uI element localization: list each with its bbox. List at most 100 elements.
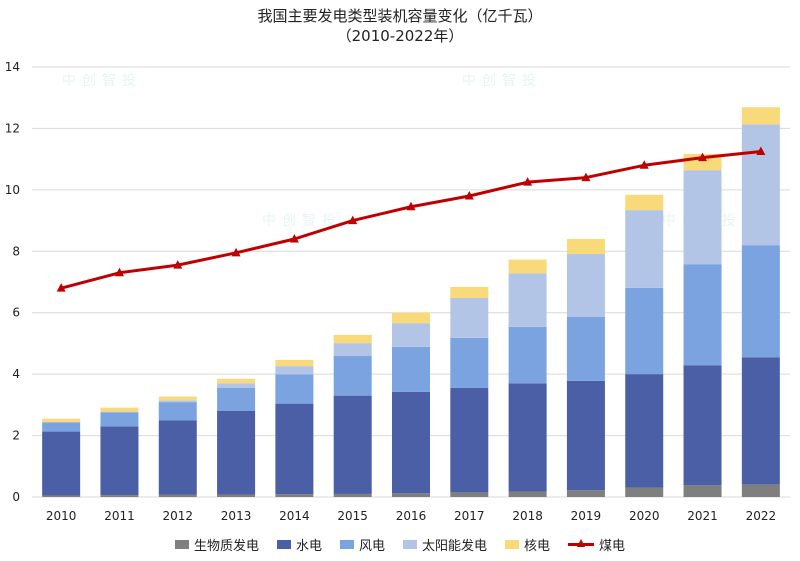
- bar-segment: [275, 403, 314, 495]
- bar-segment: [333, 334, 372, 344]
- bar-segment: [683, 264, 722, 366]
- legend-label-nuclear: 核电: [524, 538, 551, 554]
- x-tick-label: 2021: [687, 509, 718, 523]
- legend-item-hydro: 水电: [276, 535, 322, 554]
- bar-segment: [566, 239, 605, 255]
- bar-segment: [683, 485, 722, 497]
- watermark: 中创智投: [62, 73, 142, 89]
- legend-swatch-wind: [339, 539, 354, 549]
- legend-label-solar: 太阳能发电: [422, 538, 488, 554]
- coal-point-marker: [56, 283, 66, 292]
- x-tick-label: 2016: [396, 509, 427, 523]
- bar-segment: [508, 273, 547, 327]
- x-tick-label: 2010: [46, 509, 77, 523]
- chart-title: 我国主要发电类型装机容量变化（亿千瓦）: [257, 7, 543, 25]
- x-tick-label: 2014: [279, 509, 310, 523]
- legend-label-hydro: 水电: [295, 538, 322, 554]
- bar-segment: [741, 484, 780, 497]
- bar-segment: [450, 286, 489, 298]
- bar-segment: [333, 343, 372, 357]
- legend-line-coal: [568, 538, 595, 550]
- x-tick-label: 2020: [629, 509, 660, 523]
- x-tick-label: 2019: [571, 509, 602, 523]
- coal-point-marker: [406, 201, 416, 211]
- watermark: 中创智投: [262, 213, 342, 229]
- bar-segment: [42, 418, 81, 423]
- bar-segment: [450, 297, 489, 338]
- x-tick-label: 2013: [221, 509, 252, 523]
- bar-segment: [625, 287, 664, 375]
- coal-point-marker: [289, 234, 299, 243]
- bar-segment: [625, 487, 664, 497]
- bar-segment: [450, 337, 489, 388]
- bar-segment: [741, 107, 780, 125]
- bar-segment: [741, 124, 780, 246]
- legend-label-coal: 煤电: [599, 538, 626, 554]
- legend-item-biomass: 生物质发电: [174, 535, 259, 554]
- bar-segment: [217, 378, 256, 384]
- bar-segment: [275, 494, 314, 497]
- coal-point-marker: [581, 172, 591, 182]
- watermark: 中创智投: [462, 73, 542, 89]
- bar-segment: [508, 383, 547, 492]
- legend-item-nuclear: 核电: [505, 535, 550, 554]
- y-tick-label: 14: [5, 60, 20, 74]
- legend-swatch-biomass: [174, 539, 189, 549]
- bar-segment: [450, 387, 489, 493]
- bar-segment: [275, 374, 314, 404]
- bar-segment: [100, 412, 139, 427]
- bar-segment: [566, 380, 605, 491]
- legend-swatch-solar: [403, 539, 417, 549]
- bar-segment: [392, 323, 430, 347]
- bar-segment: [217, 411, 256, 495]
- bar-segment: [158, 396, 197, 401]
- x-tick-label: 2017: [454, 509, 485, 523]
- coal-point-marker: [173, 260, 183, 269]
- legend-label-wind: 风电: [358, 538, 385, 554]
- bar-segment: [217, 494, 256, 497]
- legend-swatch-nuclear: [505, 539, 520, 549]
- bar-segment: [566, 316, 605, 381]
- x-tick-label: 2018: [512, 509, 543, 523]
- coal-point-marker: [756, 146, 766, 155]
- coal-point-marker: [639, 160, 649, 169]
- y-tick-label: 4: [12, 367, 20, 381]
- y-tick-label: 12: [5, 121, 20, 135]
- coal-point-marker: [114, 267, 124, 277]
- bar-segment: [158, 494, 197, 497]
- bar-segment: [158, 402, 197, 421]
- bar-segment: [333, 395, 372, 494]
- legend-item-wind: 风电: [339, 535, 385, 554]
- legend-label-biomass: 生物质发电: [193, 538, 259, 554]
- bar-segment: [42, 495, 81, 497]
- chart-subtitle: （2010-2022年）: [336, 27, 464, 45]
- x-tick-label: 2022: [746, 509, 777, 523]
- bar-segment: [625, 194, 664, 211]
- x-tick-label: 2012: [162, 509, 193, 523]
- coal-point-marker: [698, 152, 708, 162]
- bar-segment: [508, 326, 547, 384]
- bar-segment: [275, 366, 314, 375]
- bar-segment: [42, 431, 81, 496]
- y-tick-label: 2: [12, 429, 20, 443]
- bar-segment: [392, 493, 430, 497]
- bar-segment: [100, 407, 139, 412]
- y-tick-label: 10: [5, 183, 20, 197]
- bar-segment: [741, 357, 780, 485]
- bar-segment: [566, 254, 605, 317]
- bar-segment: [217, 383, 256, 388]
- y-tick-label: 8: [12, 244, 20, 258]
- bar-segment: [275, 360, 314, 367]
- bar-segment: [683, 170, 722, 265]
- legend-swatch-hydro: [276, 539, 291, 549]
- bar-segment: [158, 400, 197, 403]
- bar-segment: [158, 420, 197, 495]
- coal-point-marker: [348, 215, 358, 225]
- bar-segment: [683, 365, 722, 486]
- bar-segment: [566, 490, 605, 497]
- x-tick-label: 2015: [337, 509, 368, 523]
- y-tick-label: 0: [12, 490, 20, 504]
- bar-segment: [100, 411, 139, 413]
